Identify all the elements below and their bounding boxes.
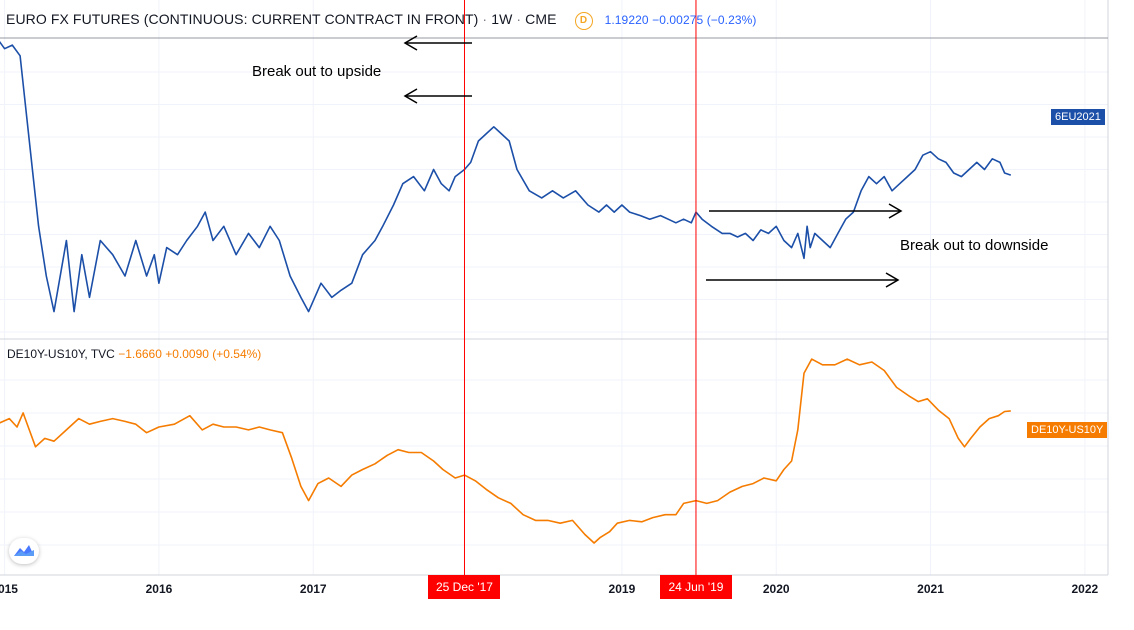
upside-arrow-top[interactable] <box>403 35 472 51</box>
x-axis-ticks: 2015 2016 2017 2019 2020 2021 2022 <box>0 582 1099 596</box>
x-tick-label: 2016 <box>146 582 173 596</box>
downside-arrow-top[interactable] <box>709 203 903 219</box>
downside-annotation: Break out to downside <box>900 237 1049 254</box>
annotation-arrows <box>403 35 903 288</box>
x-tick-label: 2022 <box>1072 582 1099 596</box>
exchange-label: CME <box>525 11 557 27</box>
x-tick-label: 2019 <box>609 582 636 596</box>
x-tick-label: 2015 <box>0 582 18 596</box>
tradingview-logo[interactable] <box>9 538 39 564</box>
spread-symbol-title[interactable]: DE10Y-US10Y, TVC <box>7 347 115 361</box>
date-marker-tag: 25 Dec '17 <box>428 575 501 599</box>
x-tick-label: 2021 <box>917 582 944 596</box>
delayed-data-icon[interactable]: D <box>574 12 593 30</box>
lower-pane-header: DE10Y-US10Y, TVC −1.6660 +0.0090 (+0.54%… <box>7 347 261 361</box>
interval-label[interactable]: 1W <box>491 11 513 27</box>
gridlines <box>0 0 1108 575</box>
x-tick-label: 2017 <box>300 582 327 596</box>
symbol-title[interactable]: EURO FX FUTURES (CONTINUOUS: CURRENT CON… <box>6 11 479 27</box>
downside-arrow-bottom[interactable] <box>706 272 900 288</box>
spread-series-line <box>0 358 1011 544</box>
x-tick-label: 2020 <box>763 582 790 596</box>
spread-price-tag: DE10Y-US10Y <box>1027 422 1108 438</box>
upside-annotation: Break out to upside <box>252 63 382 80</box>
ohlc-values: 1.19220 −0.00275 (−0.23%) <box>604 13 757 27</box>
date-marker-tag: 24 Jun '19 <box>659 575 732 599</box>
euro-price-tag: 6EU2021 <box>1051 109 1105 125</box>
spread-values: −1.6660 +0.0090 (+0.54%) <box>118 347 262 361</box>
main-chart-header: EURO FX FUTURES (CONTINUOUS: CURRENT CON… <box>6 11 757 30</box>
upside-arrow-bottom[interactable] <box>403 88 472 104</box>
euro-fx-series-line <box>0 40 1012 313</box>
tradingview-logo-icon <box>14 545 34 556</box>
date-markers <box>463 0 697 575</box>
